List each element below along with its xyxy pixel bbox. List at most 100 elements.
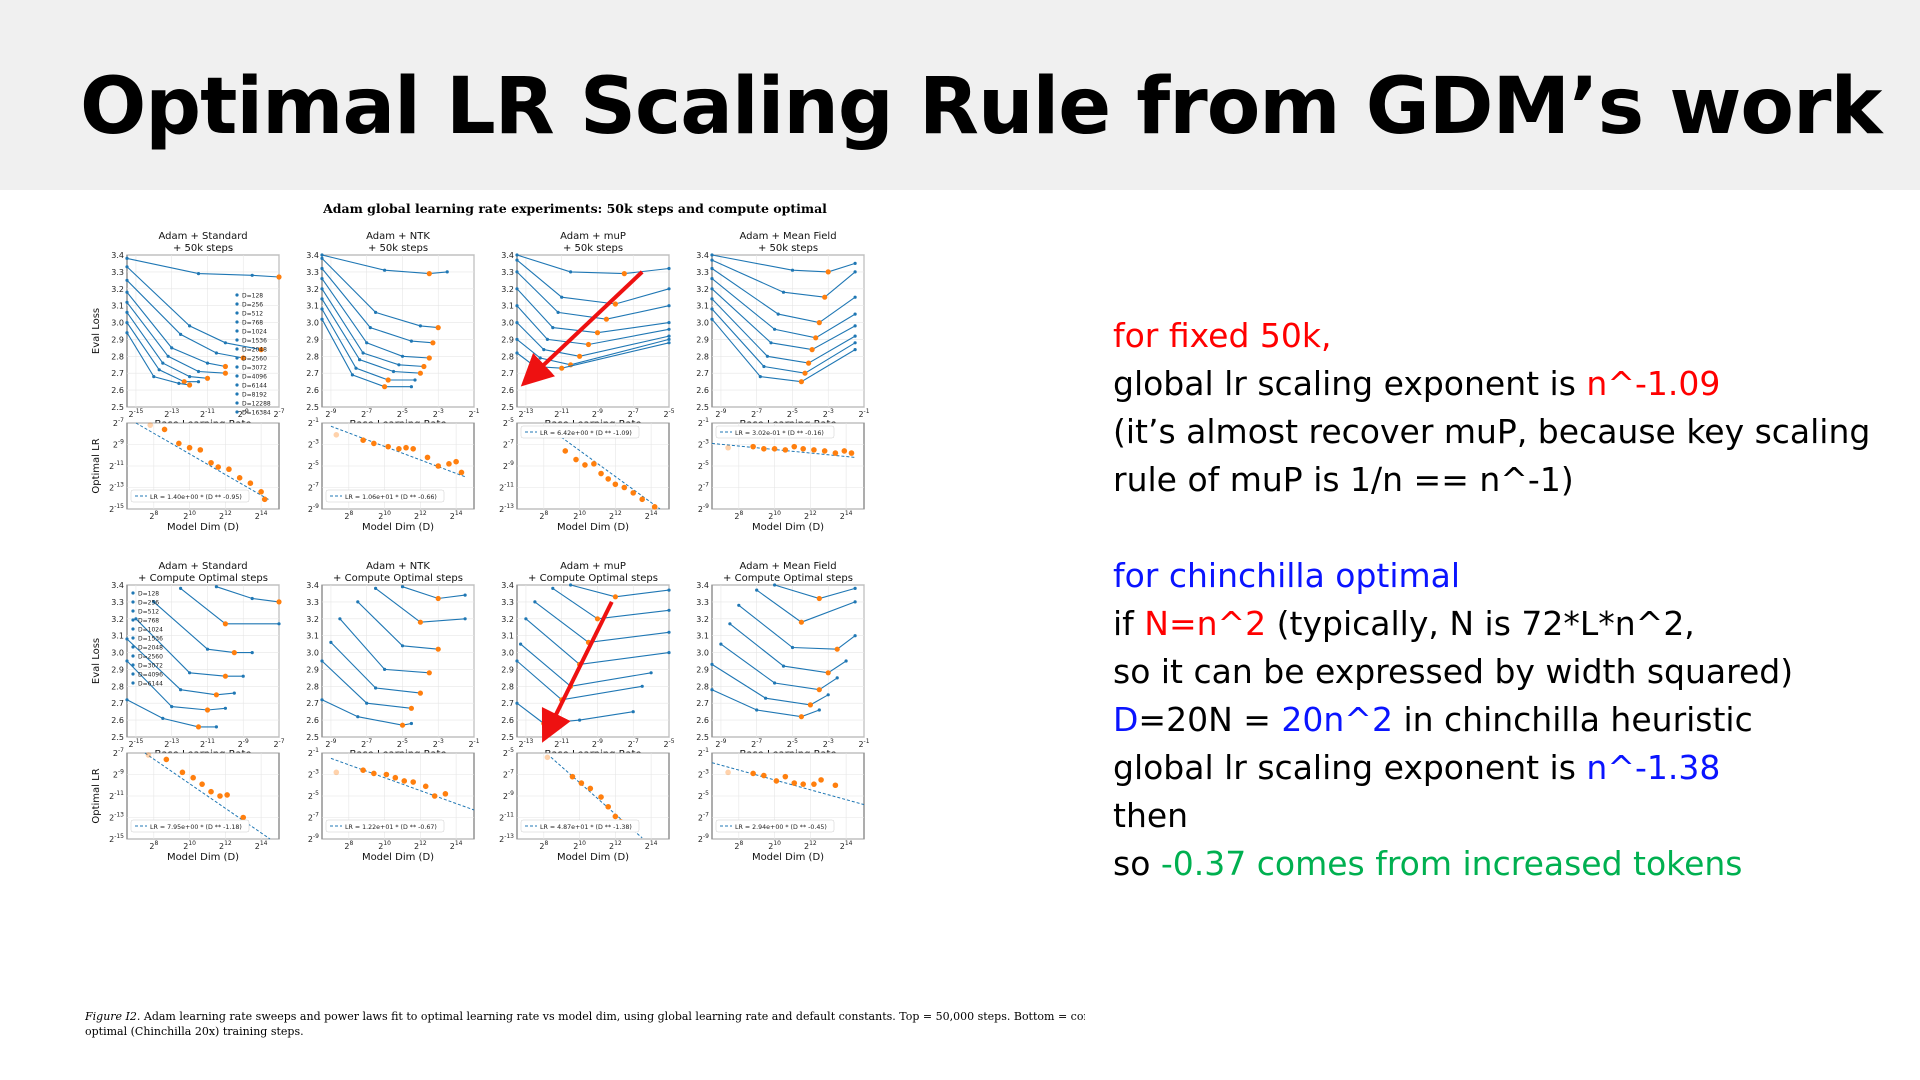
loss-point <box>569 583 573 587</box>
y-tick-label: 2-5 <box>698 460 709 471</box>
optimal-lr-point <box>396 446 402 452</box>
loss-point <box>338 617 342 621</box>
x-tick-label: 2-13 <box>164 738 179 749</box>
y-tick-label: 2.6 <box>696 716 709 725</box>
note-text: global lr scaling exponent is <box>1113 364 1587 403</box>
x-tick-label: 2-1 <box>858 408 869 419</box>
y-tick-label: 3.3 <box>111 268 124 277</box>
legend-label: D=12288 <box>242 401 271 408</box>
optimal-lr-point <box>832 782 839 789</box>
loss-curve <box>738 604 856 650</box>
fit-legend-label: LR = 1.22e+01 * (D ** -0.67) <box>345 824 437 831</box>
figure-super-title: Adam global learning rate experiments: 5… <box>322 201 827 216</box>
y-tick-label: 2.7 <box>111 369 124 378</box>
optimal-lr-point <box>333 432 340 438</box>
legend-marker <box>235 320 239 324</box>
optimal-lr-point <box>782 773 789 780</box>
loss-curve <box>711 259 856 298</box>
y-tick-label: 2.8 <box>501 352 514 361</box>
loss-curve <box>711 308 856 374</box>
loss-curve <box>729 623 847 674</box>
loss-point <box>631 710 635 714</box>
loss-point <box>361 351 365 355</box>
y-tick-label: 2.9 <box>696 335 709 344</box>
optimal-lr-point <box>544 754 551 761</box>
optimal-lr-point <box>258 489 264 495</box>
x-tick-label: 212 <box>804 840 817 851</box>
y-tick-label: 2.6 <box>111 386 124 395</box>
note-token-effect: -0.37 comes from increased tokens <box>1160 844 1743 883</box>
x-tick-label: 28 <box>149 510 158 521</box>
loss-point <box>569 270 573 274</box>
x-axis-label: Model Dim (D) <box>752 522 824 533</box>
loss-point <box>250 273 254 277</box>
y-tick-label: 2-9 <box>113 769 124 780</box>
optimal-lr-point <box>383 771 390 778</box>
loss-point <box>524 617 528 621</box>
x-tick-label: 2-9 <box>238 738 249 749</box>
fit-legend-box <box>325 819 445 833</box>
loss-point <box>755 708 759 712</box>
loss-point <box>710 266 714 271</box>
y-tick-label: 3.2 <box>111 285 124 294</box>
loss-point <box>161 361 165 365</box>
optimal-lr-point <box>791 443 798 450</box>
loss-point <box>125 698 129 702</box>
y-tick-label: 2-9 <box>503 790 514 801</box>
note-chinchilla: for chinchilla optimal <box>1113 556 1461 595</box>
x-tick-label: 2-9 <box>238 408 249 419</box>
loss-point <box>515 304 519 308</box>
loss-point <box>649 671 653 675</box>
x-tick-label: 214 <box>450 840 463 851</box>
panel-title: Adam + NTK <box>366 561 430 572</box>
figure-caption: Figure I2. Adam learning rate sweeps and… <box>85 1010 1085 1023</box>
loss-point <box>356 600 360 604</box>
loss-point <box>214 351 218 355</box>
optimum-marker <box>426 355 432 361</box>
x-tick-label: 212 <box>219 840 232 851</box>
y-tick-label: 2.7 <box>696 699 709 708</box>
x-axis-label: Model Dim (D) <box>362 852 434 863</box>
y-tick-label: 3.2 <box>501 615 514 624</box>
legend-marker <box>131 672 135 676</box>
panel-title: Adam + Mean Field <box>739 231 836 242</box>
note-line: global lr scaling exponent is n^-1.09 <box>1113 360 1893 408</box>
optimal-lr-point <box>725 444 731 451</box>
note-exponent-chinchilla: n^-1.38 <box>1586 748 1721 787</box>
y-tick-label: 2.8 <box>696 682 709 691</box>
loss-point <box>790 645 795 650</box>
plot-frame <box>711 254 865 408</box>
loss-point <box>125 278 129 282</box>
optimal-lr-point <box>791 780 798 786</box>
loss-curve <box>516 254 670 275</box>
y-tick-label: 2-7 <box>503 439 514 450</box>
y-tick-label: 2-1 <box>698 417 709 428</box>
x-tick-label: 212 <box>219 510 232 521</box>
panel-title: Adam + Standard <box>158 231 247 242</box>
legend-label: D=2560 <box>138 654 163 661</box>
loss-point <box>413 378 417 382</box>
optimal-lr-point <box>442 791 449 797</box>
optimal-lr-point <box>435 463 442 469</box>
optimum-marker <box>834 646 840 652</box>
y-tick-label: 2-11 <box>499 812 514 823</box>
y-tick-label: 2.5 <box>111 733 124 742</box>
loss-point <box>445 270 449 274</box>
x-tick-label: 2-7 <box>361 738 372 749</box>
legend-marker <box>131 627 135 631</box>
optimal-lr-point <box>458 469 465 476</box>
plot-frame <box>711 584 865 738</box>
slide-title: Optimal LR Scaling Rule from GDM’s work <box>80 62 1882 152</box>
y-tick-label: 2-3 <box>308 439 319 450</box>
legend-label: D=3072 <box>138 663 163 670</box>
legend-marker <box>131 600 135 604</box>
x-tick-label: 2-3 <box>823 738 834 749</box>
loss-point <box>152 375 156 379</box>
loss-curve <box>711 288 856 351</box>
x-tick-label: 214 <box>645 840 658 851</box>
fit-legend-label: LR = 2.94e+00 * (D ** -0.45) <box>735 824 827 831</box>
loss-curve <box>711 663 829 706</box>
loss-point <box>374 686 378 690</box>
optimum-marker <box>612 594 619 600</box>
loss-point <box>764 696 768 700</box>
